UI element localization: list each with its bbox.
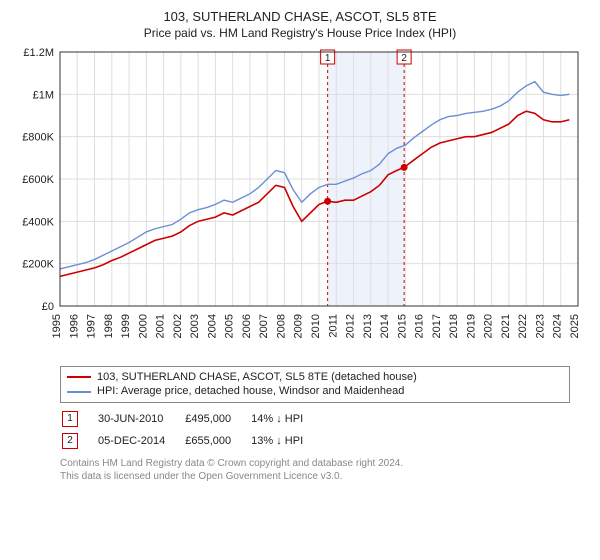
x-tick-label: 2012 bbox=[345, 314, 357, 338]
transaction-delta: 14% ↓ HPI bbox=[251, 409, 321, 429]
x-tick-label: 2019 bbox=[465, 314, 477, 338]
x-tick-label: 2020 bbox=[483, 314, 495, 338]
x-tick-label: 2000 bbox=[137, 314, 149, 338]
marker bbox=[401, 163, 408, 170]
y-tick-label: £200K bbox=[22, 258, 54, 270]
x-tick-label: 2016 bbox=[414, 314, 426, 338]
x-tick-label: 2008 bbox=[275, 314, 287, 338]
x-tick-label: 1996 bbox=[68, 314, 80, 338]
legend-item: 103, SUTHERLAND CHASE, ASCOT, SL5 8TE (d… bbox=[67, 370, 563, 385]
x-tick-label: 1995 bbox=[51, 314, 63, 338]
legend-swatch bbox=[67, 376, 91, 378]
x-tick-label: 2025 bbox=[569, 314, 581, 338]
y-tick-label: £800K bbox=[22, 131, 54, 143]
x-tick-label: 1997 bbox=[86, 314, 98, 338]
x-tick-label: 2015 bbox=[396, 314, 408, 338]
annotation-box-label: 2 bbox=[401, 53, 407, 64]
copyright-line2: This data is licensed under the Open Gov… bbox=[60, 471, 342, 482]
legend-item: HPI: Average price, detached house, Wind… bbox=[67, 384, 563, 399]
copyright: Contains HM Land Registry data © Crown c… bbox=[60, 457, 570, 483]
y-tick-label: £600K bbox=[22, 174, 54, 186]
x-tick-label: 2004 bbox=[206, 314, 218, 338]
transaction-marker: 2 bbox=[62, 433, 78, 449]
x-tick-label: 2003 bbox=[189, 314, 201, 338]
x-tick-label: 2005 bbox=[224, 314, 236, 338]
series-price_paid bbox=[60, 111, 569, 276]
x-tick-label: 2017 bbox=[431, 314, 443, 338]
x-tick-label: 2001 bbox=[155, 314, 167, 338]
x-tick-label: 1999 bbox=[120, 314, 132, 338]
x-tick-label: 2023 bbox=[534, 314, 546, 338]
transaction-row: 2 05-DEC-2014£655,00013% ↓ HPI bbox=[62, 431, 321, 451]
x-tick-label: 2002 bbox=[172, 314, 184, 338]
x-tick-label: 2011 bbox=[327, 314, 339, 338]
chart-title-line2: Price paid vs. HM Land Registry's House … bbox=[12, 26, 588, 40]
chart-title-line1: 103, SUTHERLAND CHASE, ASCOT, SL5 8TE bbox=[12, 8, 588, 26]
x-tick-label: 2006 bbox=[241, 314, 253, 338]
x-tick-label: 2007 bbox=[258, 314, 270, 338]
y-tick-label: £1M bbox=[33, 89, 54, 101]
transaction-date: 05-DEC-2014 bbox=[98, 431, 183, 451]
x-tick-label: 2014 bbox=[379, 314, 391, 338]
y-tick-label: £1.2M bbox=[23, 47, 54, 59]
transaction-price: £495,000 bbox=[185, 409, 249, 429]
transaction-date: 30-JUN-2010 bbox=[98, 409, 183, 429]
transaction-marker: 1 bbox=[62, 411, 78, 427]
x-tick-label: 2021 bbox=[500, 314, 512, 338]
legend-label: HPI: Average price, detached house, Wind… bbox=[97, 384, 404, 399]
legend-label: 103, SUTHERLAND CHASE, ASCOT, SL5 8TE (d… bbox=[97, 370, 417, 385]
chart-plot: £0 £200K £400K £600K £800K £1M £1.2M 1995 1996 19… bbox=[12, 44, 588, 364]
transactions-table: 1 30-JUN-2010£495,00014% ↓ HPI 2 05-DEC-201… bbox=[60, 407, 323, 453]
x-tick-label: 2022 bbox=[517, 314, 529, 338]
legend: 103, SUTHERLAND CHASE, ASCOT, SL5 8TE (d… bbox=[60, 366, 570, 404]
legend-swatch bbox=[67, 391, 91, 393]
transaction-price: £655,000 bbox=[185, 431, 249, 451]
y-tick-label: £400K bbox=[22, 216, 54, 228]
x-tick-label: 2013 bbox=[362, 314, 374, 338]
x-tick-label: 2024 bbox=[552, 314, 564, 338]
x-tick-label: 2010 bbox=[310, 314, 322, 338]
chart-container: 103, SUTHERLAND CHASE, ASCOT, SL5 8TE Pr… bbox=[0, 0, 600, 560]
x-tick-label: 1998 bbox=[103, 314, 115, 338]
copyright-line1: Contains HM Land Registry data © Crown c… bbox=[60, 458, 403, 469]
series-hpi bbox=[60, 81, 569, 268]
transaction-row: 1 30-JUN-2010£495,00014% ↓ HPI bbox=[62, 409, 321, 429]
x-tick-label: 2009 bbox=[293, 314, 305, 338]
y-tick-label: £0 bbox=[42, 301, 54, 313]
marker bbox=[324, 197, 331, 204]
annotation-box-label: 1 bbox=[325, 53, 331, 64]
transaction-delta: 13% ↓ HPI bbox=[251, 431, 321, 451]
x-tick-label: 2018 bbox=[448, 314, 460, 338]
